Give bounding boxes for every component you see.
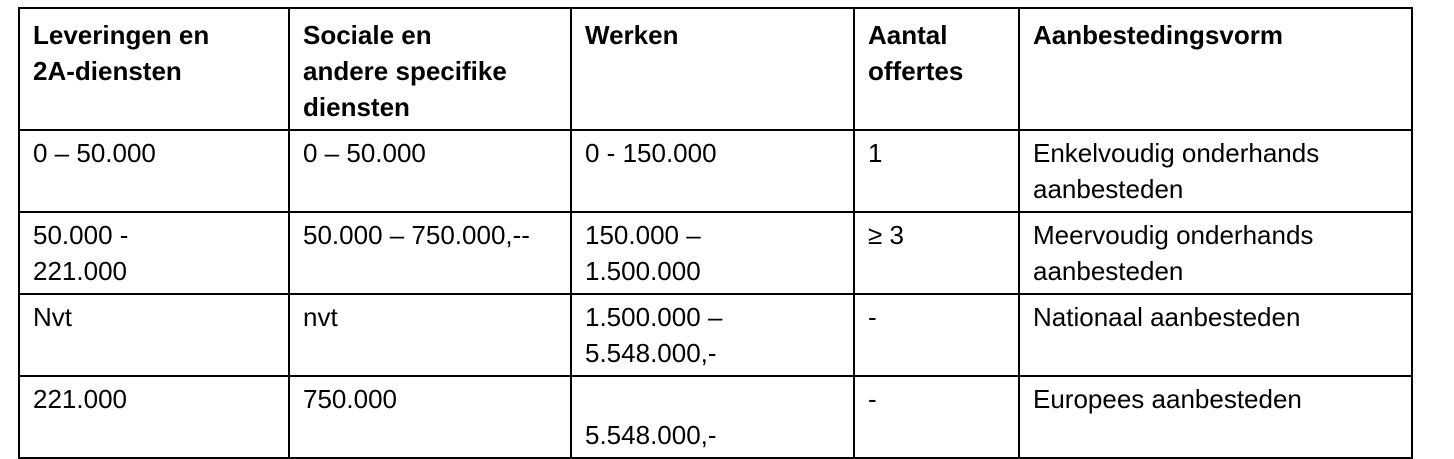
cell-sociale-diensten: 750.000 <box>288 375 572 459</box>
cell-werken: 150.000 – 1.500.000 <box>570 211 855 295</box>
table-row-europees: 221.000 750.000 5.548.000,- - Europees a… <box>18 375 1413 459</box>
column-header-sociale-diensten: Sociale en andere specifike diensten <box>288 7 572 131</box>
table-row-nationaal: Nvt nvt 1.500.000 – 5.548.000,- - Nation… <box>18 293 1413 377</box>
column-header-werken: Werken <box>570 7 855 131</box>
cell-leveringen: 0 – 50.000 <box>18 129 290 213</box>
cell-aanbestedingsvorm: Nationaal aanbesteden <box>1018 293 1413 377</box>
cell-aanbestedingsvorm: Europees aanbesteden <box>1018 375 1413 459</box>
cell-aanbestedingsvorm: Enkelvoudig onderhands aanbesteden <box>1018 129 1413 213</box>
cell-aantal-offertes: 1 <box>853 129 1020 213</box>
cell-werken: 5.548.000,- <box>570 375 855 459</box>
cell-sociale-diensten: 0 – 50.000 <box>288 129 572 213</box>
column-header-aantal-offertes: Aantal offertes <box>853 7 1020 131</box>
cell-sociale-diensten: nvt <box>288 293 572 377</box>
cell-werken: 0 - 150.000 <box>570 129 855 213</box>
column-header-leveringen: Leveringen en 2A-diensten <box>18 7 290 131</box>
cell-werken: 1.500.000 – 5.548.000,- <box>570 293 855 377</box>
cell-leveringen: Nvt <box>18 293 290 377</box>
cell-sociale-diensten: 50.000 – 750.000,-- <box>288 211 572 295</box>
cell-aantal-offertes: - <box>853 375 1020 459</box>
column-header-aanbestedingsvorm: Aanbestedingsvorm <box>1018 7 1413 131</box>
table-header-row: Leveringen en 2A-diensten Sociale en and… <box>18 7 1413 131</box>
cell-leveringen: 221.000 <box>18 375 290 459</box>
document-table-container: Leveringen en 2A-diensten Sociale en and… <box>18 7 1413 459</box>
cell-aantal-offertes: ≥ 3 <box>853 211 1020 295</box>
table-row-meervoudig: 50.000 - 221.000 50.000 – 750.000,-- 150… <box>18 211 1413 295</box>
table-row-enkelvoudig: 0 – 50.000 0 – 50.000 0 - 150.000 1 Enke… <box>18 129 1413 213</box>
cell-leveringen: 50.000 - 221.000 <box>18 211 290 295</box>
cell-aanbestedingsvorm: Meervoudig onderhands aanbesteden <box>1018 211 1413 295</box>
cell-aantal-offertes: - <box>853 293 1020 377</box>
procurement-thresholds-table: Leveringen en 2A-diensten Sociale en and… <box>18 7 1413 459</box>
